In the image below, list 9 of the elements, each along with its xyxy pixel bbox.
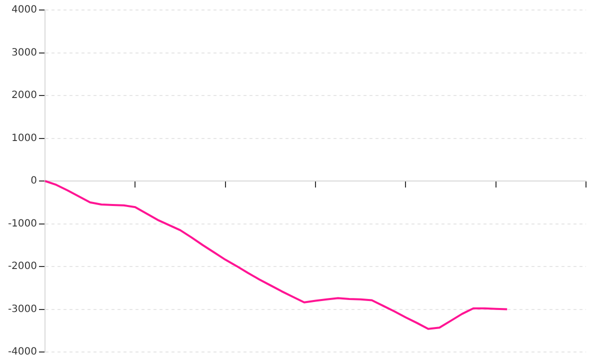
y-tick-label: -3000 bbox=[8, 304, 37, 315]
y-tick-label: 4000 bbox=[12, 4, 37, 16]
y-tick-label: 1000 bbox=[12, 132, 37, 144]
y-tick-label: -4000 bbox=[8, 346, 37, 358]
y-tick-label: -2000 bbox=[8, 261, 37, 272]
y-tick-label: -1000 bbox=[8, 218, 37, 230]
y-tick-label: 0 bbox=[30, 176, 37, 187]
y-tick-label: 2000 bbox=[12, 90, 37, 102]
y-tick-label: 3000 bbox=[12, 47, 37, 58]
